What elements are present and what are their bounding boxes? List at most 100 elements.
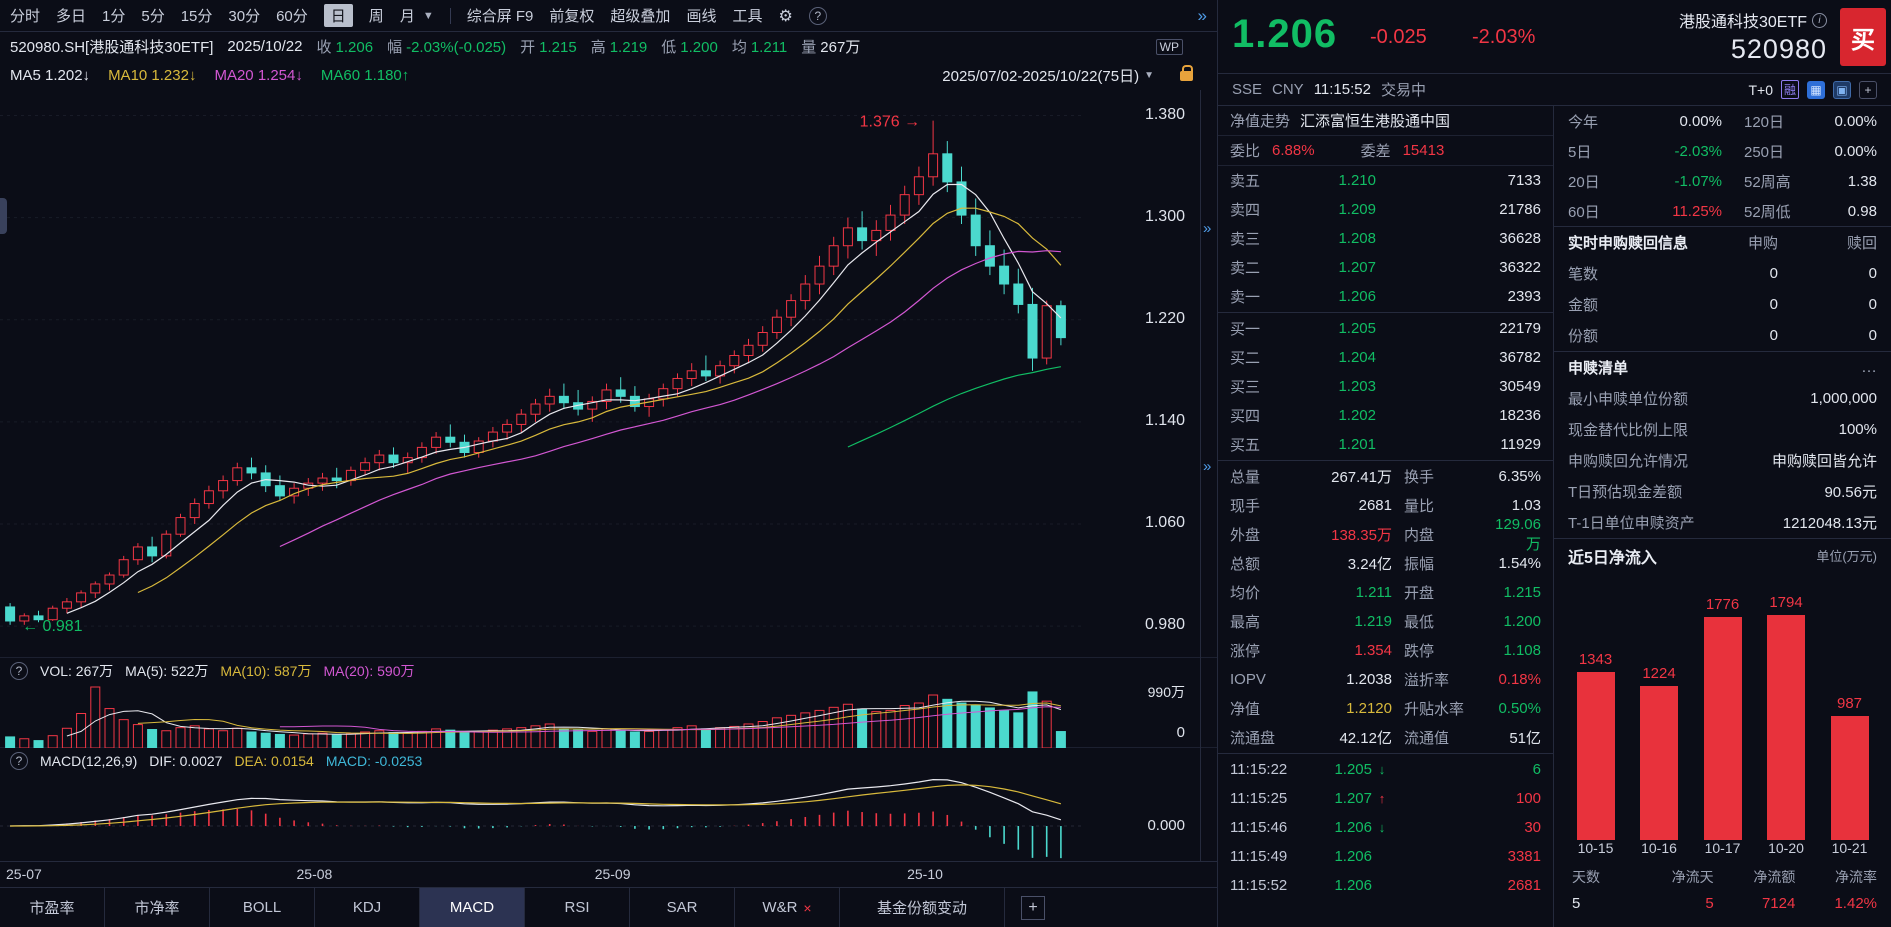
stat-label: 涨停 xyxy=(1230,643,1261,660)
gear-icon[interactable]: ⚙ xyxy=(778,7,793,25)
quote-panels: 净值走势 汇添富恒生港股通中国 委比 6.88% 委差 15413 卖五 1.210 7… xyxy=(1218,106,1891,927)
period-button-30min[interactable]: 30分 xyxy=(228,8,261,25)
fund-name-link[interactable]: 汇添富恒生港股通中国 xyxy=(1300,113,1451,130)
ma10-field: MA10 1.232↓ xyxy=(108,67,197,84)
bid-row[interactable]: 买二 1.204 36782 xyxy=(1218,343,1553,372)
add-tab-button[interactable]: + xyxy=(1021,895,1045,920)
buy-button[interactable]: 买 xyxy=(1840,8,1886,66)
bar-column: 987 xyxy=(1822,695,1878,840)
bid-row[interactable]: 买五 1.201 11929 xyxy=(1218,430,1553,459)
candle-body xyxy=(913,176,924,196)
composite-screen-button[interactable]: 综合屏 F9 xyxy=(466,8,534,25)
close-icon[interactable]: × xyxy=(803,899,812,916)
list-row: T-1日单位申赎资产 1212048.13元 xyxy=(1554,507,1891,538)
help-icon[interactable]: ? xyxy=(808,6,827,25)
tools-button[interactable]: 工具 xyxy=(732,8,763,25)
volume-pane[interactable]: ? VOL: 267万 MA(5): 522万 MA(10): 587万 MA(… xyxy=(0,658,1217,748)
ask-row[interactable]: 卖一 1.206 2393 xyxy=(1218,282,1553,311)
indicator-tabs: 市盈率 市净率 BOLL KDJ MACD RSI SAR W&R × 基金份额变… xyxy=(0,888,1217,927)
tab-sar[interactable]: SAR xyxy=(630,888,735,927)
high-value: 1.219 xyxy=(609,39,648,56)
period-button-weekly[interactable]: 周 xyxy=(368,8,384,25)
help-icon[interactable]: ? xyxy=(10,662,28,680)
security-code: 520980 xyxy=(1730,34,1827,64)
period-dropdown-caret-icon[interactable]: ▼ xyxy=(422,9,434,22)
period-button-time[interactable]: 分时 xyxy=(10,8,41,25)
dif-field: DIF: 0.0027 xyxy=(149,753,223,769)
tab-pe-ratio[interactable]: 市盈率 xyxy=(0,888,105,927)
period-button-5min[interactable]: 5分 xyxy=(141,8,165,25)
candle-body xyxy=(615,389,626,397)
collapse-chevron-icon[interactable]: » xyxy=(1203,458,1212,475)
bid-row[interactable]: 买一 1.205 22179 xyxy=(1218,314,1553,343)
ask-row[interactable]: 卖四 1.209 21786 xyxy=(1218,195,1553,224)
kline-canvas[interactable]: 1.376 → ← 0.981 xyxy=(0,90,1085,658)
period-button-multiday[interactable]: 多日 xyxy=(56,8,87,25)
period-button-1min[interactable]: 1分 xyxy=(102,8,126,25)
window-icon[interactable]: ▣ xyxy=(1833,80,1851,99)
date-range-selector[interactable]: 2025/07/02-2025/10/22(75日) ▼ xyxy=(942,65,1154,86)
grid-layout-icon[interactable]: ▦ xyxy=(1807,80,1825,99)
volume-bar xyxy=(729,725,740,748)
lock-icon[interactable] xyxy=(1180,64,1193,81)
collapse-chevron-icon[interactable]: » xyxy=(1203,220,1212,237)
volume-bar xyxy=(374,730,385,748)
tab-kdj[interactable]: KDJ xyxy=(315,888,420,927)
stat-value: 1.215 xyxy=(1503,584,1541,601)
help-icon[interactable]: ? xyxy=(10,752,28,770)
tick-time: 11:15:22 xyxy=(1230,761,1288,778)
security-name[interactable]: 港股通科技30ETF i xyxy=(1679,8,1827,32)
wp-badge[interactable]: WP xyxy=(1155,38,1183,55)
date-label: 10-16 xyxy=(1641,840,1677,856)
tab-fund-share-change[interactable]: 基金份额变动 xyxy=(840,888,1005,927)
tab-boll[interactable]: BOLL xyxy=(210,888,315,927)
bid-row[interactable]: 买三 1.203 30549 xyxy=(1218,372,1553,401)
kline-chart[interactable]: 1.376 → ← 0.981 1.380 1.300 1.220 1.140 1… xyxy=(0,90,1217,658)
add-panel-icon[interactable]: + xyxy=(1859,80,1877,99)
margin-badge: 融 xyxy=(1780,80,1799,99)
bid-row[interactable]: 买四 1.202 18236 xyxy=(1218,401,1553,430)
ask-row[interactable]: 卖三 1.208 36628 xyxy=(1218,224,1553,253)
perf-value: 11.25% xyxy=(1672,202,1722,220)
volume-canvas[interactable] xyxy=(0,684,1085,748)
candle-body xyxy=(1055,305,1066,339)
info-icon[interactable]: i xyxy=(1812,12,1827,28)
ma-line-20 xyxy=(279,250,1061,548)
ma-line-5 xyxy=(66,183,1062,614)
perf-label: 60日 xyxy=(1568,203,1600,221)
period-button-monthly[interactable]: 月 xyxy=(399,8,415,25)
close-field: 收 1.206 xyxy=(317,36,374,57)
candle-body xyxy=(502,423,513,433)
forward-adjust-button[interactable]: 前复权 xyxy=(549,8,595,25)
ask-row[interactable]: 卖二 1.207 36322 xyxy=(1218,253,1553,282)
tab-pb-ratio[interactable]: 市净率 xyxy=(105,888,210,927)
bid-ask-ratio-row: 委比 6.88% 委差 15413 xyxy=(1218,136,1553,166)
volume-bar xyxy=(771,717,782,748)
tab-rsi[interactable]: RSI xyxy=(525,888,630,927)
ask-row[interactable]: 卖五 1.210 7133 xyxy=(1218,166,1553,195)
super-overlay-button[interactable]: 超级叠加 xyxy=(610,8,671,25)
bar-value: 1343 xyxy=(1578,651,1613,668)
period-button-15min[interactable]: 15分 xyxy=(180,8,213,25)
volume-bar xyxy=(757,721,768,748)
left-panel-handle[interactable] xyxy=(0,198,7,234)
more-button[interactable]: … xyxy=(1861,358,1877,376)
list-row: 最小申赎单位份额 1,000,000 xyxy=(1554,383,1891,414)
row-label: 申购赎回允许情况 xyxy=(1568,453,1689,470)
volume-bar xyxy=(445,729,456,748)
toolbar-more-chevron-icon[interactable]: » xyxy=(1197,5,1207,25)
period-button-daily-selected[interactable]: 日 xyxy=(323,4,353,27)
volume-bar xyxy=(260,732,271,748)
tab-macd[interactable]: MACD xyxy=(420,888,525,927)
draw-line-button[interactable]: 画线 xyxy=(686,8,717,25)
bar xyxy=(1576,672,1615,840)
volume-bar xyxy=(1041,700,1052,748)
macd-pane[interactable]: ? MACD(12,26,9) DIF: 0.0027 DEA: 0.0154 … xyxy=(0,748,1217,862)
macd-canvas[interactable] xyxy=(0,774,1085,862)
period-button-60min[interactable]: 60分 xyxy=(276,8,308,25)
nav-chart-link[interactable]: 净值走势 xyxy=(1230,113,1291,130)
candle-body xyxy=(431,436,442,448)
security-name-label: 港股通科技30ETF xyxy=(1678,14,1807,31)
tab-wr[interactable]: W&R × xyxy=(735,888,840,927)
